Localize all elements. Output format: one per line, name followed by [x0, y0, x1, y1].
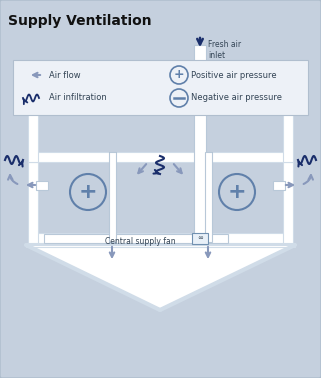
Text: Central supply fan: Central supply fan	[105, 237, 175, 245]
Bar	[28, 95, 38, 162]
Text: +: +	[79, 182, 97, 202]
Bar	[28, 152, 38, 243]
Bar	[28, 152, 293, 162]
Text: ∞: ∞	[197, 235, 203, 241]
Text: Air flow: Air flow	[49, 71, 81, 79]
Polygon shape	[26, 245, 295, 310]
Bar	[109, 152, 116, 243]
Bar	[283, 95, 293, 162]
Bar	[205, 152, 212, 243]
Bar	[283, 152, 293, 243]
Bar	[205, 152, 212, 242]
Bar	[18, 95, 48, 105]
Bar	[109, 152, 116, 242]
Bar	[36, 181, 48, 190]
Text: Supply Ventilation: Supply Ventilation	[8, 14, 152, 28]
Text: +: +	[174, 68, 184, 82]
Bar	[26, 243, 295, 247]
Bar	[28, 233, 293, 243]
Bar	[13, 60, 308, 115]
Text: +: +	[228, 182, 246, 202]
Bar	[192, 233, 208, 244]
Bar	[194, 45, 206, 234]
Text: Air infiltration: Air infiltration	[49, 93, 107, 102]
Text: Positive air pressure: Positive air pressure	[191, 71, 277, 79]
Text: Fresh air
inlet: Fresh air inlet	[208, 40, 241, 60]
Bar	[273, 95, 303, 105]
Text: Negative air pressure: Negative air pressure	[191, 93, 282, 102]
Bar	[273, 181, 285, 190]
Bar	[44, 234, 228, 243]
